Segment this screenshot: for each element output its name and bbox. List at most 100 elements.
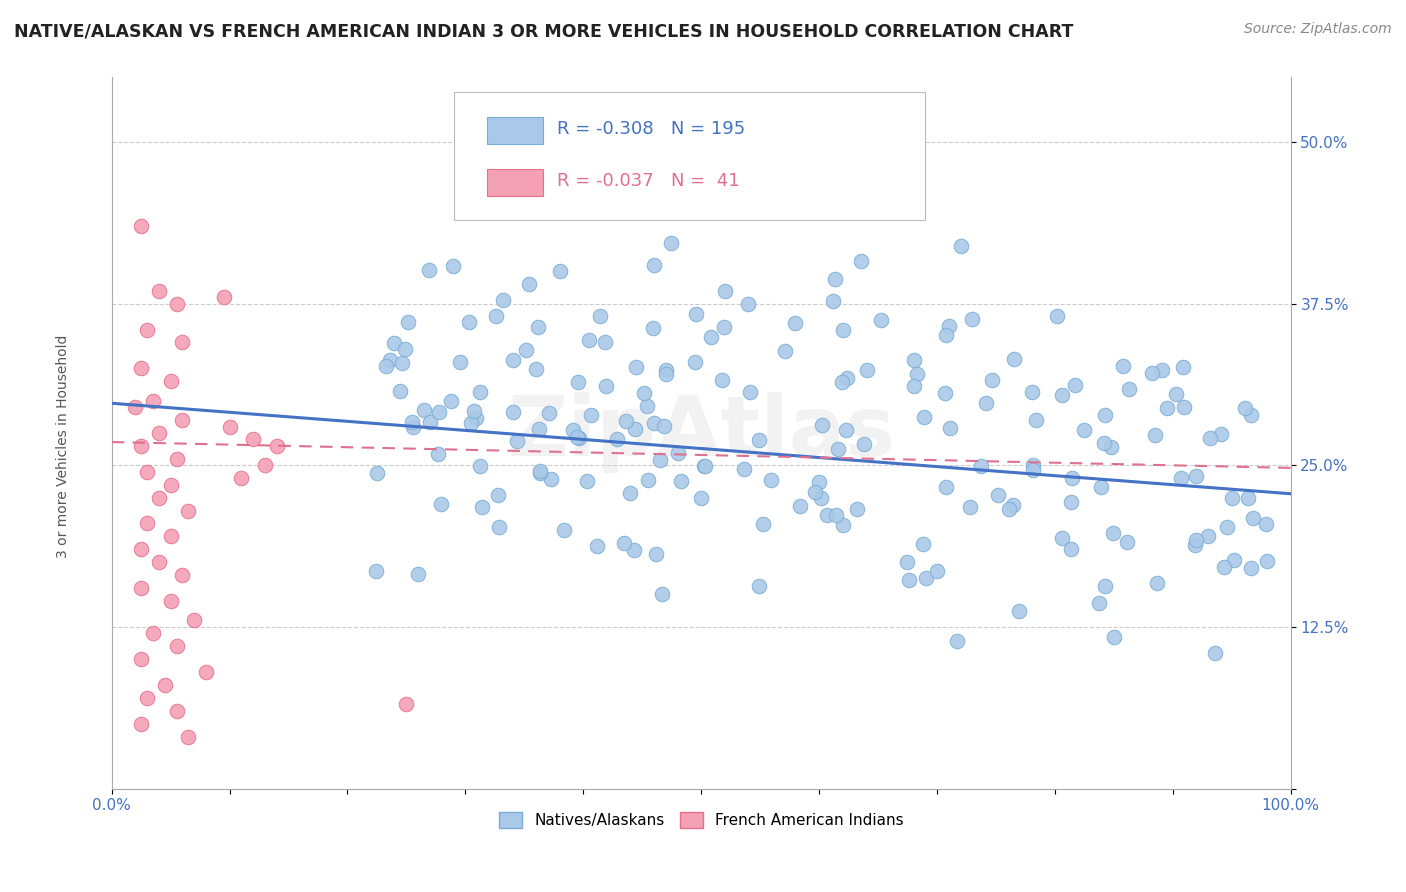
Point <box>142 393 165 408</box>
Point <box>614 414 637 428</box>
Point <box>427 405 450 419</box>
Point <box>136 465 159 479</box>
Point <box>837 371 859 385</box>
Point <box>606 432 628 446</box>
Point <box>586 539 609 553</box>
Point <box>231 471 253 485</box>
Point <box>637 473 659 487</box>
Point <box>651 586 673 600</box>
Point <box>1241 511 1264 525</box>
Point <box>588 309 610 323</box>
Point <box>449 355 471 369</box>
Point <box>811 417 834 432</box>
Point <box>460 416 482 430</box>
Point <box>683 355 706 369</box>
Point <box>738 384 761 399</box>
Text: ZipAtlas: ZipAtlas <box>508 392 896 474</box>
Point <box>824 271 846 285</box>
Point <box>136 516 159 531</box>
Point <box>974 396 997 410</box>
Point <box>391 356 413 370</box>
Point <box>177 730 200 744</box>
Point <box>1166 387 1188 401</box>
Point <box>645 547 668 561</box>
Point <box>1212 559 1234 574</box>
Point <box>713 319 735 334</box>
Point <box>1002 351 1025 366</box>
Point <box>529 466 551 480</box>
Point <box>912 409 935 424</box>
Point <box>526 319 548 334</box>
Point <box>375 359 398 373</box>
Point <box>934 385 956 400</box>
Point <box>159 529 181 543</box>
Point <box>419 415 441 429</box>
Point <box>693 459 716 474</box>
Point <box>866 161 889 175</box>
Point <box>364 564 387 578</box>
Point <box>643 320 665 334</box>
Point <box>159 477 181 491</box>
Point <box>613 535 636 549</box>
Point <box>129 581 152 595</box>
Point <box>1112 359 1135 374</box>
Point <box>1060 542 1083 557</box>
Point <box>619 486 641 500</box>
Point <box>748 579 770 593</box>
Point <box>129 219 152 233</box>
Point <box>666 446 689 460</box>
Point <box>1007 603 1029 617</box>
Text: 3 or more Vehicles in Household: 3 or more Vehicles in Household <box>56 334 70 558</box>
Point <box>623 542 645 557</box>
Point <box>1102 630 1125 644</box>
Point <box>925 564 948 578</box>
Point <box>471 500 494 514</box>
Point <box>669 474 692 488</box>
Point <box>502 405 524 419</box>
Point <box>491 293 513 308</box>
Point <box>1170 471 1192 485</box>
Point <box>430 497 453 511</box>
Point <box>700 330 723 344</box>
Point <box>441 259 464 273</box>
Point <box>1142 366 1164 380</box>
Point <box>633 385 655 400</box>
Point <box>1254 516 1277 531</box>
Point <box>1222 491 1244 506</box>
Point <box>468 459 491 474</box>
Point <box>579 409 602 423</box>
Point <box>366 466 388 480</box>
Point <box>1143 427 1166 442</box>
Point <box>1022 458 1045 472</box>
Point <box>1156 401 1178 416</box>
Point <box>378 353 401 368</box>
Point <box>773 343 796 358</box>
Point <box>685 307 707 321</box>
Point <box>524 361 547 376</box>
Legend: Natives/Alaskans, French American Indians: Natives/Alaskans, French American Indian… <box>494 806 910 834</box>
Point <box>624 422 647 436</box>
Point <box>465 410 488 425</box>
Point <box>935 328 957 343</box>
Point <box>402 419 425 434</box>
Point <box>949 238 972 252</box>
Point <box>412 403 434 417</box>
Point <box>1115 534 1137 549</box>
Point <box>690 491 713 506</box>
Point <box>643 416 665 430</box>
Point <box>148 425 170 440</box>
Point <box>124 400 146 414</box>
Point <box>242 433 264 447</box>
Point <box>1025 412 1047 426</box>
Point <box>1052 388 1074 402</box>
Point <box>1094 579 1116 593</box>
Point <box>998 501 1021 516</box>
Point <box>1099 441 1122 455</box>
Text: R = -0.308   N = 195: R = -0.308 N = 195 <box>557 120 745 137</box>
Point <box>172 413 194 427</box>
Point <box>748 433 770 447</box>
Point <box>759 473 782 487</box>
Point <box>1092 435 1115 450</box>
Point <box>905 368 928 382</box>
Point <box>1102 526 1125 541</box>
